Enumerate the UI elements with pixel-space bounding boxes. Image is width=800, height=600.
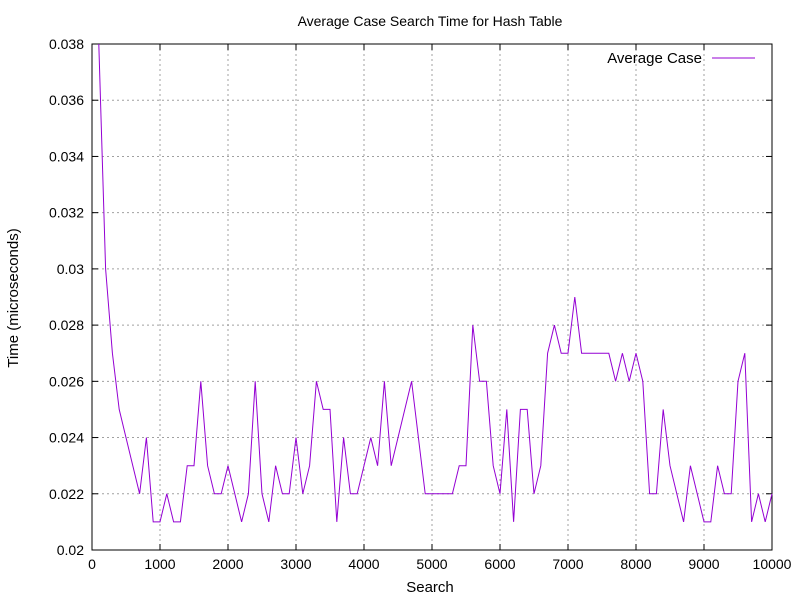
chart-title: Average Case Search Time for Hash Table: [298, 13, 563, 29]
series-layer: [98, 43, 773, 523]
y-tick-label: 0.02: [57, 542, 84, 558]
x-tick-label: 5000: [416, 556, 447, 572]
x-tick-label: 6000: [484, 556, 515, 572]
x-tick-label: 1000: [144, 556, 175, 572]
x-tick-label: 9000: [688, 556, 719, 572]
x-axis-label: Search: [406, 579, 454, 596]
x-tick-label: 8000: [620, 556, 651, 572]
x-tick-label: 4000: [348, 556, 379, 572]
y-axis-ticks: 0.02 0.022 0.024 0.026 0.028 0.03 0.032 0.034 0.…: [49, 36, 772, 558]
y-tick-label: 0.022: [49, 486, 84, 502]
y-tick-label: 0.038: [49, 36, 84, 52]
y-axis-label: Time (microseconds): [5, 228, 22, 367]
x-tick-label: 0: [88, 556, 96, 572]
y-tick-label: 0.03: [57, 261, 84, 277]
y-tick-label: 0.028: [49, 317, 84, 333]
series-line-average-case: [98, 43, 773, 523]
x-axis-ticks: 0 1000 2000 3000 4000 5000 6000 7000 8000 9000 100…: [88, 44, 792, 572]
y-tick-label: 0.036: [49, 92, 84, 108]
legend: Average Case: [607, 50, 755, 67]
y-tick-label: 0.024: [49, 430, 84, 446]
y-tick-label: 0.034: [49, 148, 84, 164]
y-tick-label: 0.026: [49, 373, 84, 389]
x-tick-label: 3000: [280, 556, 311, 572]
x-tick-label: 2000: [212, 556, 243, 572]
x-tick-label: 10000: [753, 556, 792, 572]
y-tick-label: 0.032: [49, 205, 84, 221]
legend-label: Average Case: [607, 50, 702, 67]
x-tick-label: 7000: [552, 556, 583, 572]
plot-area-border: [91, 43, 773, 551]
